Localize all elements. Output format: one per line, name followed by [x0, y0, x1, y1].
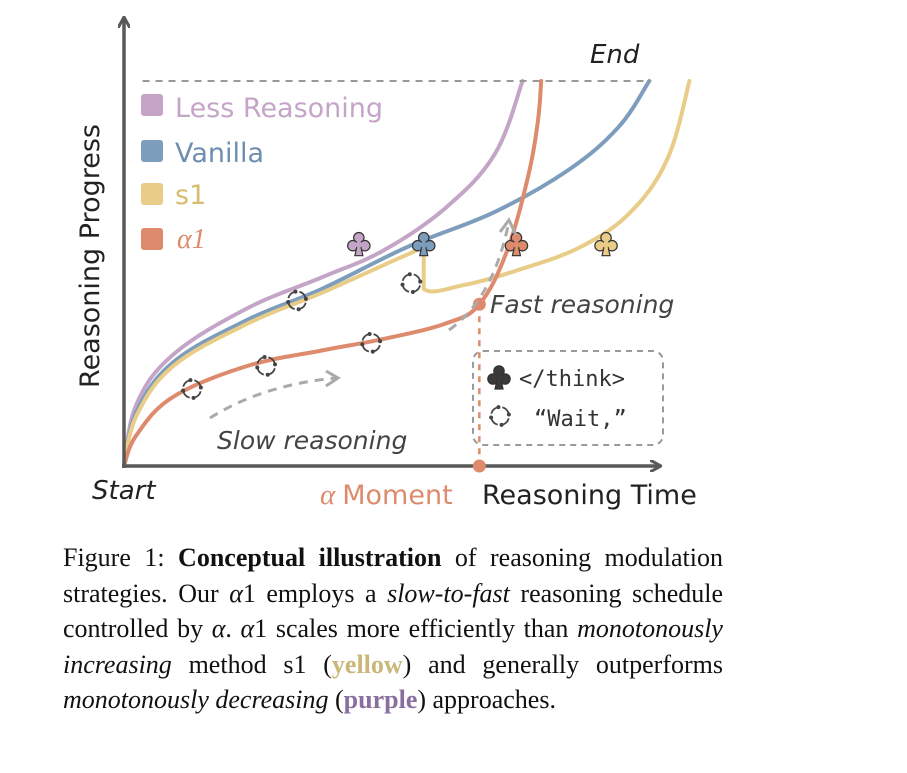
slow-reasoning-label: Slow reasoning [217, 426, 407, 455]
y-axis-label: Reasoning Progress [75, 124, 106, 388]
key-wait-text: “Wait,” [534, 407, 627, 432]
wait-icon-alpha1-1 [255, 355, 277, 377]
series-line-less-reasoning [122, 79, 525, 468]
series-line-vanilla [122, 79, 652, 468]
start-label: Start [92, 476, 156, 506]
series-line-alpha1 [122, 79, 544, 468]
reasoning-modulation-chart: Reasoning Progress Reasoning Time Start … [75, 0, 697, 511]
caption-prefix: Figure 1: [63, 543, 179, 572]
caption-text: ) approaches. [417, 685, 556, 714]
x-axis-label: Reasoning Time [482, 480, 697, 511]
legend-label-s1: s1 [175, 180, 206, 211]
fast-reasoning-label: Fast reasoning [490, 290, 674, 319]
club-icon [487, 365, 511, 390]
caption-italic: slow-to-fast [387, 578, 510, 608]
legend-swatch-less-reasoning [141, 94, 163, 116]
end-label: End [590, 40, 640, 70]
key-club-glyph [487, 365, 511, 390]
caption-alpha: α [240, 614, 255, 643]
think-club-icon-alpha1 [504, 231, 529, 257]
caption-text: ) and generally outperforms [402, 649, 723, 679]
caption-text: . [225, 614, 241, 643]
key-think-text: </think> [519, 367, 625, 392]
caption-bold-intro: Conceptual illustration [178, 543, 442, 572]
wait-icon-s1-0 [400, 272, 423, 294]
alpha-moment-axis-dot [472, 459, 486, 473]
speed-annotations: Slow reasoning Fast reasoning [209, 217, 674, 455]
slow-arrow [209, 376, 337, 420]
legend-swatch-s1 [141, 183, 163, 205]
axes-layer [122, 18, 660, 473]
figure-caption: Figure 1: Conceptual illustration of rea… [63, 540, 723, 718]
legend-label-alpha1: α1 [177, 224, 206, 255]
caption-text: 1 scales more efficiently than [254, 614, 578, 643]
caption-purple-word: purple [343, 685, 418, 714]
legend-label-less-reasoning: Less Reasoning [175, 93, 383, 124]
caption-text: 1 employs a [242, 578, 388, 608]
symbol-key-box: </think> “Wait,” [472, 350, 664, 446]
fast-arrow [448, 225, 510, 332]
wait-icon-vanilla-0 [286, 289, 308, 312]
caption-alpha: α [229, 578, 243, 608]
fast-arrow-head [498, 217, 518, 236]
legend-swatch-alpha1 [141, 228, 163, 250]
caption-alpha: α [211, 614, 226, 643]
caption-text: reasoning schedule controlled by [63, 578, 723, 644]
caption-yellow-word: yellow [331, 649, 403, 679]
wait-cycle-icon [489, 405, 511, 427]
wait-icon-alpha1-2 [360, 331, 383, 354]
wait-icon-alpha1-0 [181, 378, 203, 400]
key-wait-glyph [489, 405, 511, 427]
legend-label-vanilla: Vanilla [175, 138, 264, 169]
legend-swatch-vanilla [141, 140, 163, 162]
legend: Less Reasoning Vanilla s1 α1 [141, 93, 383, 255]
think-club-icon-vanilla [411, 231, 436, 257]
symbol-key-border [472, 350, 664, 446]
caption-italic: monotonously increasing [63, 614, 723, 679]
caption-text: of reasoning modulation strategies. Our [63, 543, 723, 608]
caption-italic: monotonously decreasing [63, 685, 329, 714]
caption-text: ( [328, 685, 344, 714]
figure-1: Reasoning Progress Reasoning Time Start … [75, 0, 697, 511]
caption-text: method s1 ( [171, 649, 332, 679]
alpha-moment-label: α Moment [320, 479, 453, 511]
markers-layer [181, 231, 618, 400]
think-club-icon-s1 [594, 231, 618, 257]
think-club-icon-less-reasoning [347, 231, 371, 257]
slow-arrow-head [325, 369, 341, 388]
